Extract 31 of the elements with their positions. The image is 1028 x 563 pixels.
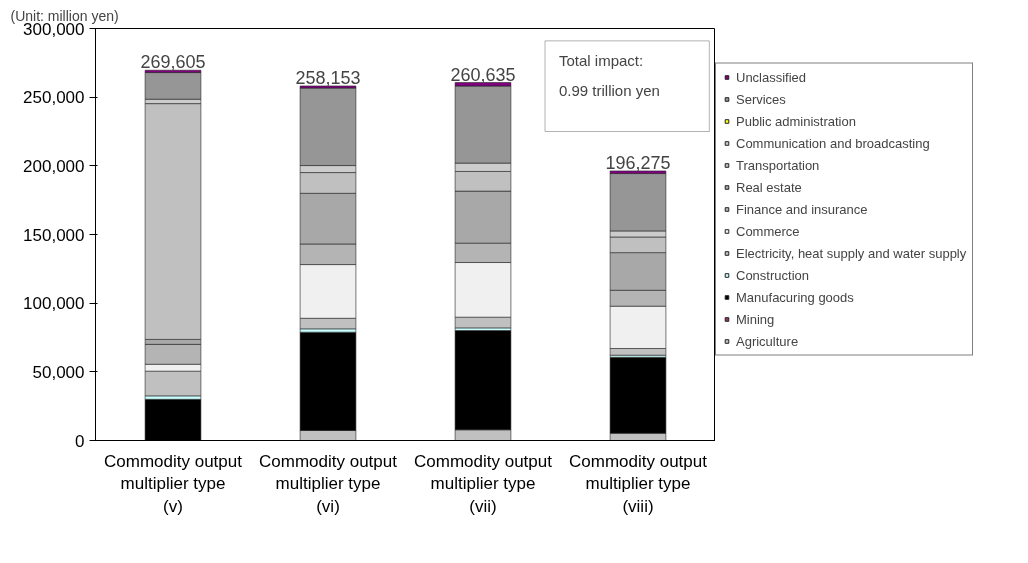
y-tick-label: 0 [75,431,85,451]
annotation: Total impact: [559,51,644,69]
legend-label: Manufacuring goods [736,289,854,305]
legend-label: Unclassified [736,69,807,85]
y-tick-label: 100,000 [23,294,85,314]
legend-label: Electricity, heat supply and water supply [736,245,967,261]
x-tick-label: Commodity output multiplier type (v) [104,451,243,517]
legend-label: Real estate [736,179,802,195]
y-axis-title: (Unit: million yen) [10,7,119,24]
legend-label: Finance and insurance [736,201,868,217]
total-label: 196,275 [605,152,671,173]
bar [144,72,202,100]
y-tick-label: 200,000 [23,156,85,176]
legend-label: Commerce [736,223,800,239]
total-label: 260,635 [450,64,516,85]
y-tick-label: 50,000 [32,362,85,382]
legend-label: Communication and broadcasting [736,135,930,151]
legend-label: Agriculture [736,333,799,349]
legend-label: Services [736,91,786,107]
legend-label: Public administration [736,113,856,129]
y-tick-label: 150,000 [23,225,85,245]
x-tick-label: Commodity output multiplier type (viii) [569,451,708,517]
legend-label: Transportation [736,157,820,173]
legend-label: Construction [736,267,809,283]
legend-label: Mining [736,311,775,327]
x-tick-label: Commodity output multiplier type (vii) [414,451,553,517]
annotation: 0.99 trillion yen [559,81,660,99]
x-tick-label: Commodity output multiplier type (vi) [259,451,398,517]
total-label: 269,605 [140,52,206,73]
total-label: 258,153 [295,67,361,88]
y-tick-label: 250,000 [23,88,85,108]
